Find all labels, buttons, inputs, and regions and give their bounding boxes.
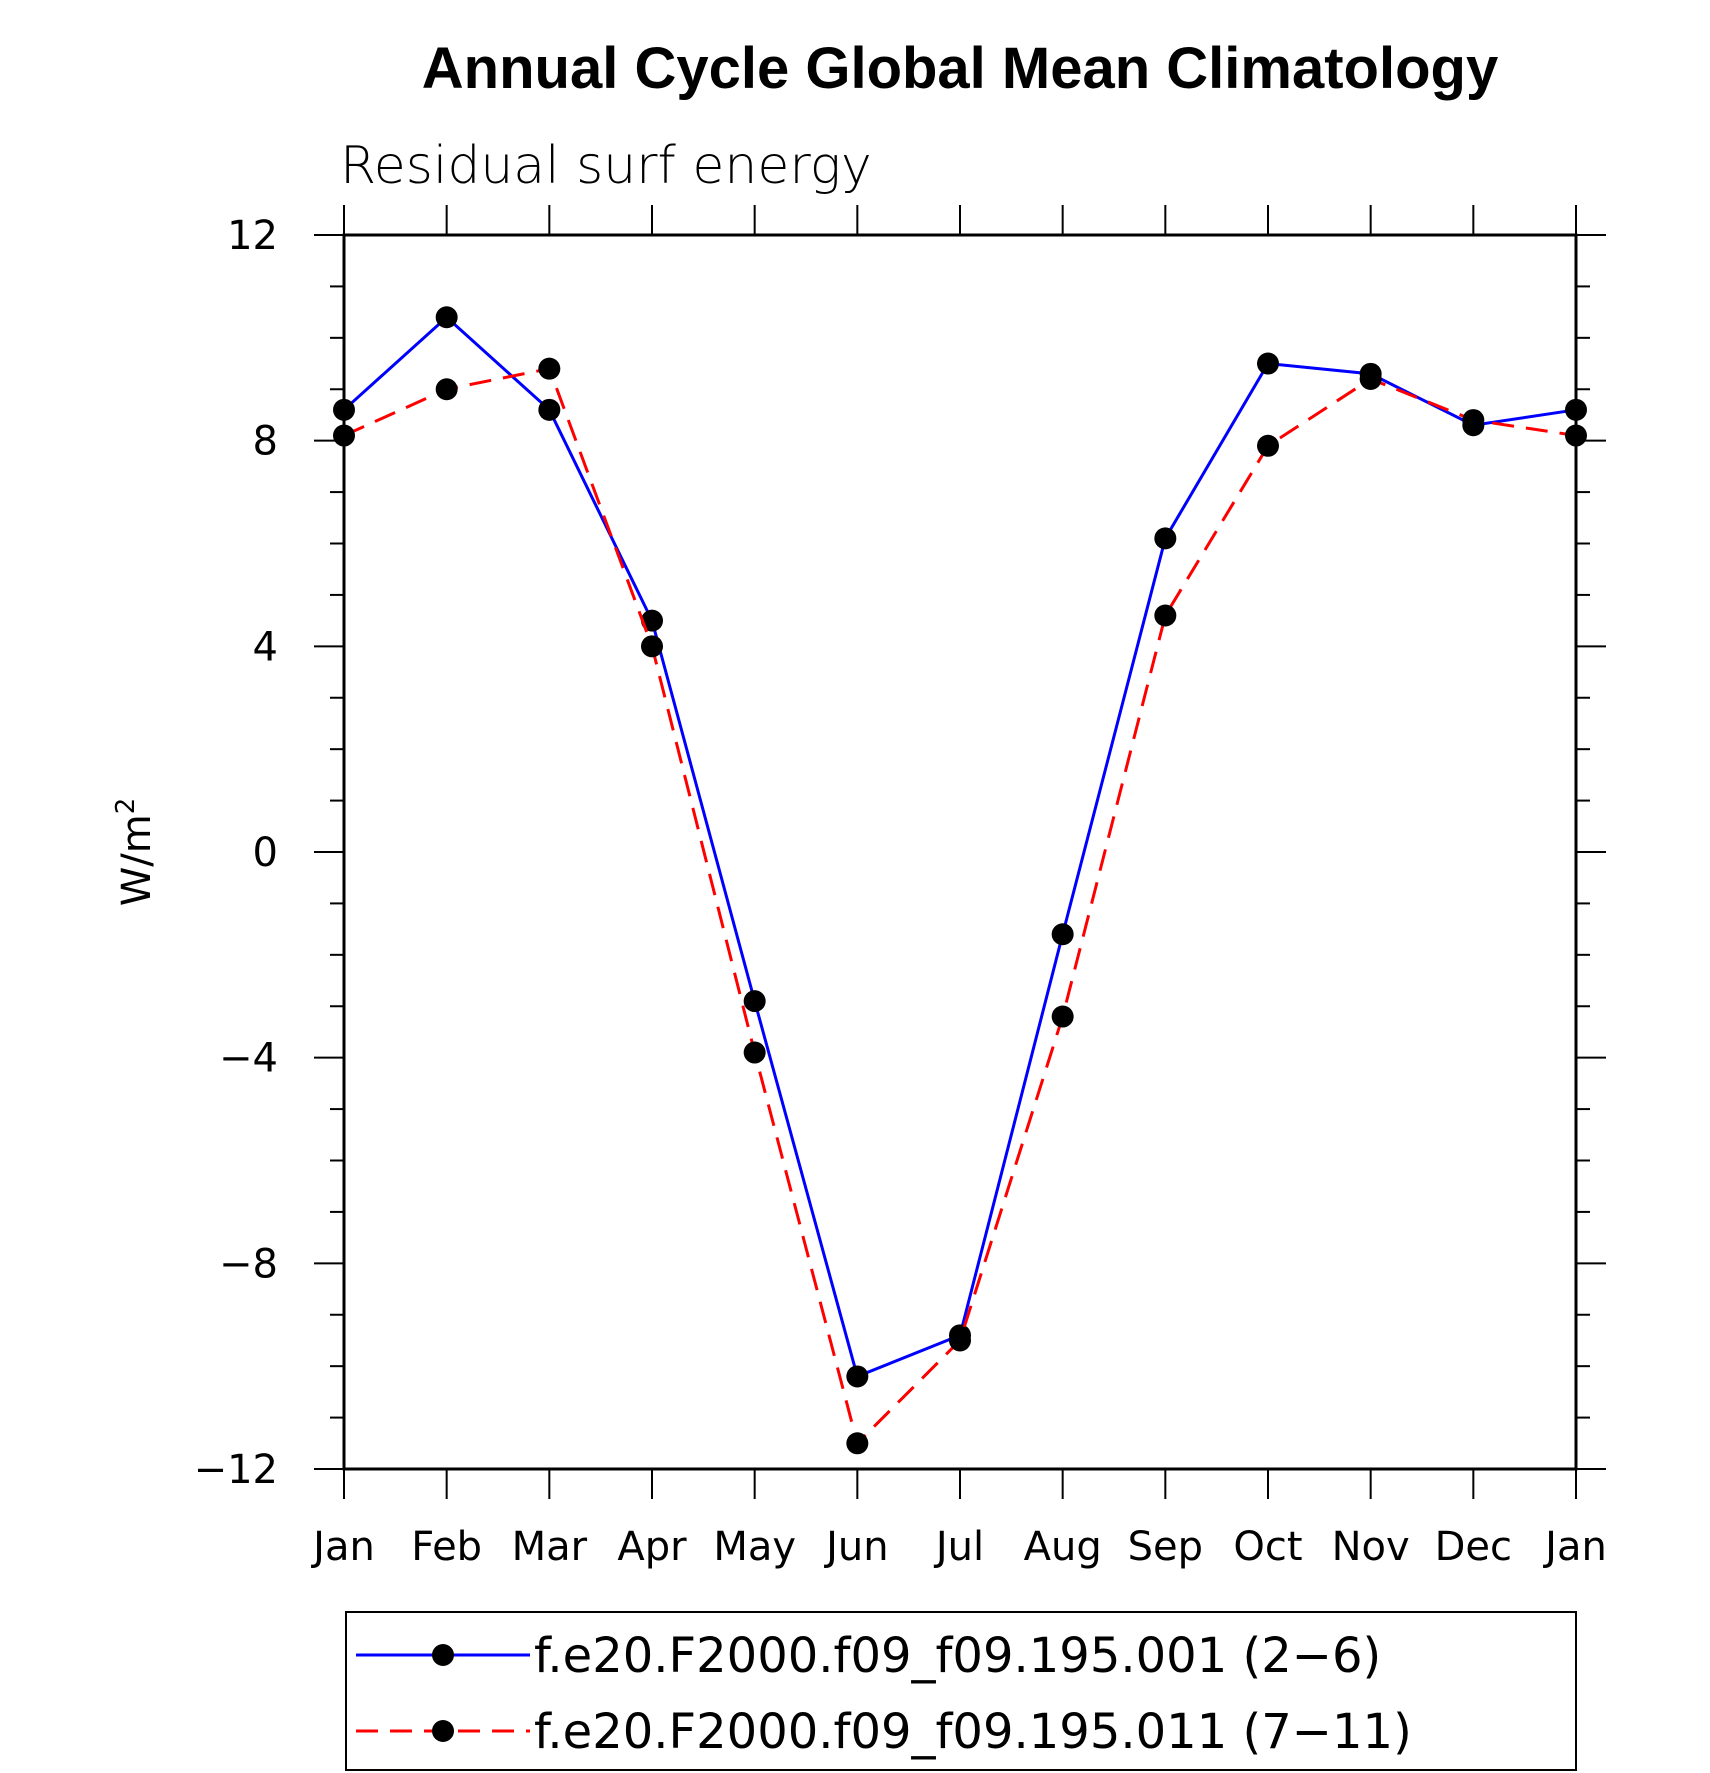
series-2-point: [1462, 409, 1485, 432]
series-2-point: [435, 378, 458, 401]
x-axis-ticks: Jan Feb Mar Apr May Jun Jul Aug Sep Oct Nov Dec Jan: [310, 205, 1607, 1570]
x-tick-label: Feb: [411, 1524, 482, 1570]
legend-marker-2: [432, 1720, 454, 1742]
series-1-point: [743, 990, 766, 1013]
series-2-point: [1051, 1005, 1074, 1028]
legend-marker-1: [432, 1644, 454, 1666]
y-tick-label: −12: [194, 1447, 278, 1493]
series-2-line: [343, 366, 1577, 1447]
legend-label-2: f.e20.F2000.f09_f09.195.011 (7−11): [534, 1704, 1412, 1760]
series-2-point: [333, 424, 355, 447]
chart-title: Annual Cycle Global Mean Climatology: [422, 36, 1498, 101]
series-1-line: [342, 315, 1577, 1379]
legend: f.e20.F2000.f09_f09.195.001 (2−6) f.e20.F…: [345, 1611, 1577, 1771]
series-layer: [333, 306, 1587, 1455]
series-2-point: [846, 1432, 869, 1455]
x-tick-label: Mar: [512, 1524, 588, 1570]
legend-entry-1: f.e20.F2000.f09_f09.195.001 (2−6): [356, 1628, 1381, 1684]
series-2: [333, 357, 1587, 1455]
y-axis-label-superscript: 2: [111, 798, 141, 815]
series-2-point: [1257, 434, 1279, 457]
x-tick-label: Sep: [1128, 1524, 1203, 1570]
x-tick-label: Dec: [1435, 1524, 1512, 1570]
x-tick-label: Oct: [1233, 1524, 1302, 1570]
y-axis-label-text: W/m: [114, 814, 160, 906]
series-1-point: [435, 306, 458, 329]
series-1-point: [1257, 352, 1279, 375]
series-2-point: [949, 1329, 971, 1352]
x-tick-label: Aug: [1024, 1524, 1102, 1570]
series-1-point: [1154, 527, 1177, 550]
x-tick-label: Jan: [1542, 1524, 1607, 1570]
y-tick-label: 8: [253, 419, 278, 465]
x-tick-label: Jul: [933, 1524, 984, 1570]
series-1-point: [1565, 398, 1587, 421]
y-tick-label: −8: [219, 1241, 278, 1287]
series-2-point: [538, 357, 561, 380]
series-2-point: [1565, 424, 1587, 447]
legend-entries: f.e20.F2000.f09_f09.195.001 (2−6) f.e20.F…: [356, 1628, 1412, 1760]
chart-subtitle: Residual surf energy: [340, 136, 872, 196]
plot-area-border: [342, 233, 1578, 1471]
series-1-point: [538, 398, 561, 421]
x-tick-label: Jun: [823, 1524, 889, 1570]
y-tick-label: −4: [219, 1036, 278, 1082]
legend-entry-2: f.e20.F2000.f09_f09.195.011 (7−11): [356, 1704, 1412, 1760]
series-1-point: [641, 609, 663, 632]
y-axis-ticks: 12 8 4 0 −4 −8 −12: [194, 213, 1606, 1493]
y-tick-label: 12: [227, 213, 278, 259]
series-2-point: [1359, 367, 1382, 390]
series-1-point: [1051, 923, 1074, 946]
series-2-point: [743, 1041, 766, 1064]
y-axis-label: W/m2: [111, 798, 160, 907]
y-tick-label: 4: [253, 624, 278, 670]
series-2-point: [641, 635, 663, 658]
x-tick-label: Nov: [1332, 1524, 1410, 1570]
legend-label-1: f.e20.F2000.f09_f09.195.001 (2−6): [534, 1628, 1381, 1684]
x-tick-label: Jan: [310, 1524, 375, 1570]
series-1: [333, 306, 1587, 1388]
x-tick-label: May: [713, 1524, 796, 1570]
y-tick-label: 0: [253, 830, 278, 876]
x-tick-label: Apr: [617, 1524, 687, 1570]
legend-box: [345, 1611, 1577, 1771]
series-2-point: [1154, 604, 1177, 627]
series-1-point: [846, 1365, 869, 1388]
series-1-point: [333, 398, 355, 421]
